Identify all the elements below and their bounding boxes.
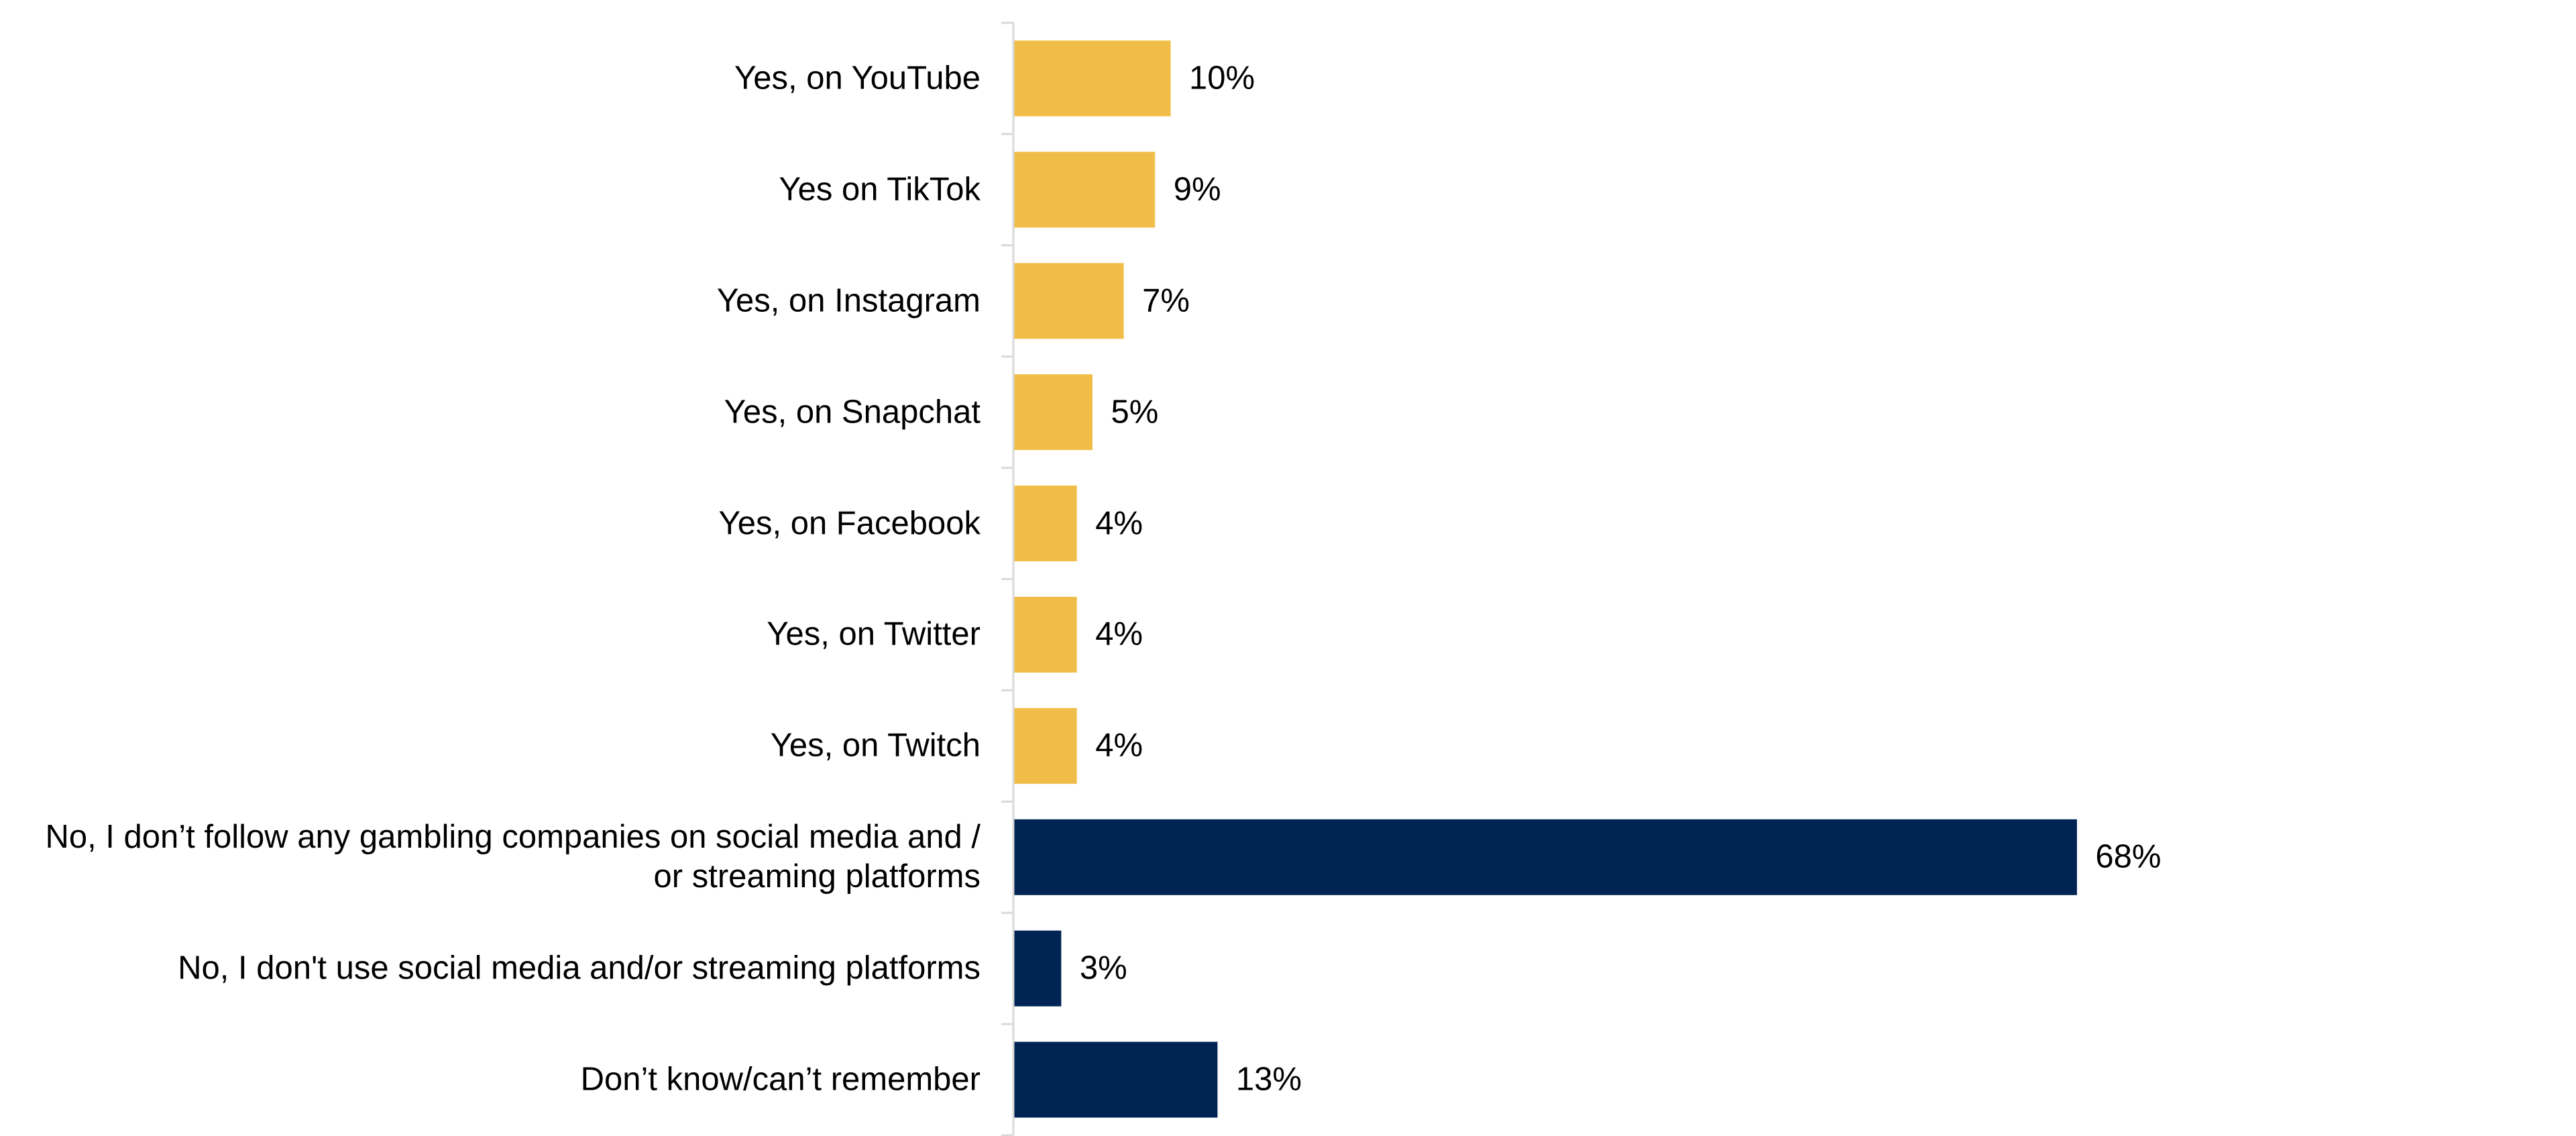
category-label: Don’t know/can’t remember [580,1061,981,1098]
value-label: 68% [2095,838,2162,875]
bar [1014,486,1077,562]
value-label: 3% [1079,950,1127,986]
value-label: 7% [1142,282,1190,319]
category-label: Yes, on YouTube [734,60,981,97]
value-label: 5% [1111,394,1159,431]
value-label: 13% [1235,1061,1302,1098]
category-label: Yes, on Snapchat [724,394,981,431]
bar [1014,263,1124,339]
value-label: 9% [1173,171,1221,208]
bar [1014,930,1062,1007]
category-label: No, I don’t follow any gambling companie… [45,819,981,895]
category-label: Yes on TikTok [779,171,981,208]
value-label: 4% [1095,505,1143,542]
value-label: 10% [1189,60,1255,97]
category-label: No, I don't use social media and/or stre… [178,950,981,986]
value-label: 4% [1095,727,1143,764]
bar [1014,1041,1218,1118]
category-label: Yes, on Twitch [770,727,981,764]
bar [1014,40,1171,117]
category-label: Yes, on Instagram [716,282,981,319]
bar [1014,819,2077,895]
category-label: Yes, on Facebook [718,505,981,542]
bar [1014,152,1156,228]
bar [1014,374,1093,451]
value-label: 4% [1095,616,1143,653]
category-label: Yes, on Twitter [767,616,981,653]
bar [1014,596,1077,673]
bar [1014,707,1077,784]
